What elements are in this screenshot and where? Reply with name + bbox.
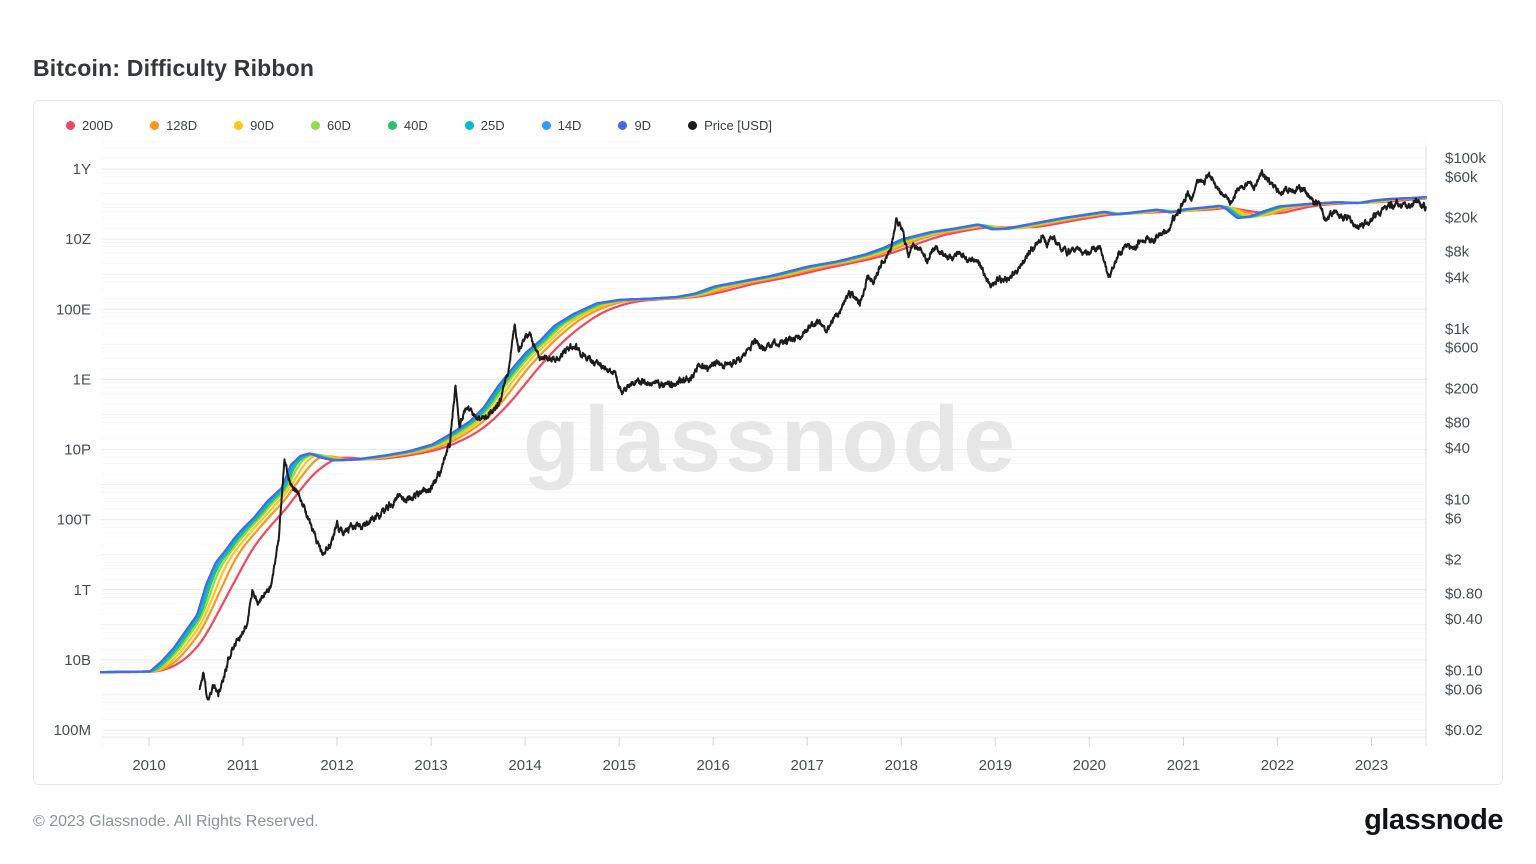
x-axis-label: 2023	[1355, 757, 1388, 774]
legend-label: 60D	[327, 118, 351, 133]
y-axis-right-label: $0.10	[1445, 662, 1483, 679]
legend-item-60d[interactable]: 60D	[311, 118, 351, 133]
legend-item-128d[interactable]: 128D	[150, 118, 197, 133]
legend-label: 9D	[634, 118, 652, 133]
x-axis-label: 2012	[320, 757, 353, 774]
x-axis-label: 2018	[885, 757, 918, 774]
chart-legend: 200D 128D 90D 60D 40D 25D 14D 9D Price [USD]	[34, 118, 1502, 133]
x-axis-label: 2022	[1261, 757, 1294, 774]
y-axis-right-label: $100k	[1445, 150, 1486, 167]
legend-label: 14D	[557, 118, 582, 133]
y-axis-right-label: $20k	[1445, 210, 1478, 227]
legend-dot-icon	[234, 121, 244, 130]
y-axis-right-label: $2	[1445, 551, 1462, 568]
legend-dot-icon	[66, 121, 75, 130]
legend-dot-icon	[464, 121, 474, 130]
x-axis-label: 2013	[414, 757, 447, 774]
y-axis-right-label: $1k	[1445, 321, 1470, 338]
x-axis-label: 2019	[979, 757, 1012, 774]
ribbon-line-9d	[99, 196, 1427, 674]
legend-item-90d[interactable]: 90D	[234, 118, 274, 133]
y-axis-right-label: $0.80	[1445, 585, 1483, 602]
y-axis-left-label: 1T	[73, 582, 91, 599]
x-axis-label: 2017	[791, 757, 824, 774]
y-axis-right-label: $0.06	[1445, 681, 1483, 698]
y-axis-left-label: 10P	[64, 442, 91, 459]
legend-item-14d[interactable]: 14D	[541, 118, 582, 133]
y-axis-right-label: $10	[1445, 492, 1470, 509]
page-title: Bitcoin: Difficulty Ribbon	[33, 55, 315, 82]
x-axis-label: 2011	[227, 757, 259, 774]
x-axis-label: 2010	[132, 757, 165, 774]
y-axis-right-label: $4k	[1445, 269, 1470, 286]
glassnode-watermark: glassnode	[523, 387, 1019, 491]
y-axis-right-label: $600	[1445, 340, 1478, 357]
x-axis-label: 2020	[1073, 757, 1106, 774]
price-line	[198, 169, 1427, 701]
y-axis-right-label: $0.02	[1445, 722, 1483, 739]
legend-item-25d[interactable]: 25D	[464, 118, 505, 133]
legend-label: 40D	[403, 118, 428, 133]
y-axis-right-label: $80	[1445, 415, 1470, 432]
x-axis-label: 2015	[603, 757, 636, 774]
y-axis-left-label: 100M	[53, 722, 91, 739]
y-axis-right-label: $40	[1445, 440, 1470, 457]
y-axis-left-label: 1E	[73, 371, 91, 388]
legend-dot-icon	[311, 121, 321, 130]
legend-item-price-usd[interactable]: Price [USD]	[688, 118, 772, 133]
legend-item-200d[interactable]: 200D	[66, 118, 113, 133]
y-axis-left-label: 100T	[57, 512, 91, 529]
legend-label: 200D	[82, 118, 114, 133]
y-axis-right-label: $60k	[1445, 169, 1478, 186]
y-axis-left-label: 1Y	[73, 161, 91, 178]
chart-card: 200D 128D 90D 60D 40D 25D 14D 9D Price [USD] 201…	[33, 100, 1503, 785]
x-axis-label: 2021	[1167, 757, 1200, 774]
legend-dot-icon	[387, 121, 397, 130]
legend-label: 25D	[480, 118, 505, 133]
legend-dot-icon	[618, 121, 628, 130]
legend-dot-icon	[688, 121, 698, 130]
glassnode-logo: glassnode	[1364, 804, 1503, 836]
x-axis-label: 2016	[697, 757, 730, 774]
y-axis-right-label: $0.40	[1445, 611, 1483, 628]
legend-item-9d[interactable]: 9D	[618, 118, 651, 133]
copyright-text: © 2023 Glassnode. All Rights Reserved.	[33, 813, 319, 830]
difficulty-ribbon-chart[interactable]: 2010 2011 2012 2013 2014 2015 2016 2017 2018 2019…	[34, 101, 1504, 786]
y-axis-right-label: $200	[1445, 381, 1478, 398]
y-axis-left-label: 100E	[56, 301, 91, 318]
y-axis-right-label: $6	[1445, 511, 1462, 528]
y-axis-left-label: 10Z	[65, 231, 91, 248]
legend-label: 128D	[166, 118, 198, 133]
y-axis-left-label: 10B	[64, 652, 91, 669]
legend-label: Price [USD]	[704, 118, 772, 133]
y-axis-right-label: $8k	[1445, 244, 1470, 261]
legend-dot-icon	[541, 121, 551, 130]
legend-item-40d[interactable]: 40D	[387, 118, 428, 133]
legend-dot-icon	[150, 121, 160, 130]
legend-label: 90D	[250, 118, 275, 133]
x-axis-label: 2014	[508, 757, 541, 774]
